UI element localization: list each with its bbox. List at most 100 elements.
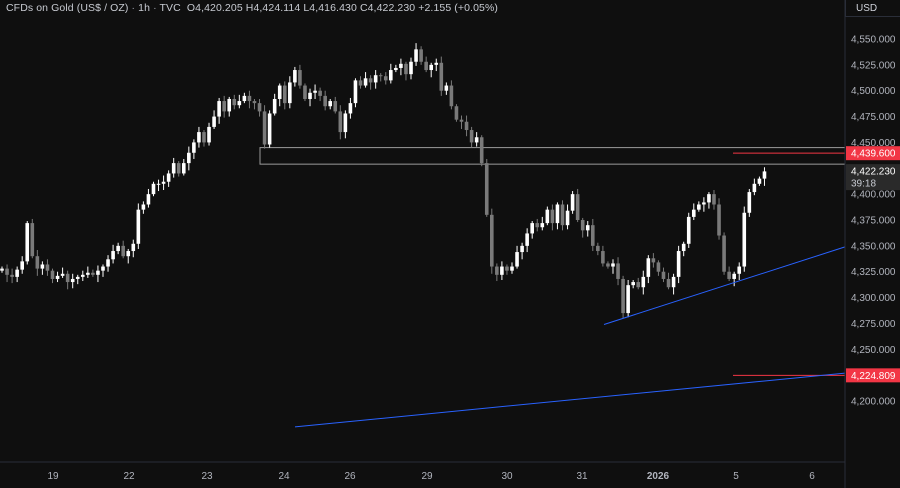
candle — [707, 192, 711, 209]
ohlc-low: L4,416.430 — [303, 2, 357, 14]
trendline-2[interactable] — [294, 372, 846, 428]
candle — [515, 245, 519, 269]
candle — [141, 201, 146, 214]
candle — [762, 167, 767, 186]
ohlc-open: O4,420.205 — [186, 2, 243, 14]
price-tick-label: 4,375.000 — [851, 216, 896, 227]
candle — [454, 104, 459, 122]
time-tick-label: 26 — [344, 471, 356, 482]
candle — [121, 240, 125, 259]
candle — [60, 267, 65, 278]
candle — [75, 274, 80, 285]
candle — [459, 115, 464, 129]
candle — [545, 206, 550, 226]
candle — [702, 197, 706, 212]
candle — [232, 94, 237, 110]
candle — [197, 126, 201, 148]
candle — [55, 271, 60, 283]
level-price-label-2: 4,224.809 — [846, 368, 900, 383]
candle — [343, 110, 348, 139]
candle — [237, 94, 242, 109]
candle — [757, 176, 762, 186]
candle — [298, 64, 302, 89]
trendline-1[interactable] — [603, 246, 846, 325]
candle — [525, 228, 529, 253]
candle — [439, 56, 444, 96]
candle — [424, 56, 428, 73]
candle — [313, 84, 317, 99]
candle — [131, 239, 136, 258]
candle — [626, 279, 630, 318]
timeframe[interactable]: 1h — [138, 2, 151, 14]
candle — [550, 204, 555, 231]
candle — [575, 188, 580, 223]
candle — [303, 83, 307, 102]
candle — [277, 83, 282, 107]
candle — [15, 266, 19, 283]
candle — [217, 97, 221, 124]
candle — [35, 249, 40, 276]
candle — [116, 242, 120, 255]
price-tick-label: 4,275.000 — [851, 319, 896, 330]
candle — [495, 263, 499, 282]
candle — [348, 97, 353, 119]
candle — [282, 81, 287, 110]
candle — [414, 43, 418, 66]
data-source: TVC — [159, 2, 181, 14]
candle — [202, 130, 206, 147]
candle — [156, 179, 161, 192]
candle — [267, 110, 272, 148]
candle — [146, 188, 151, 208]
drawing-lines[interactable] — [294, 152, 846, 428]
candle — [747, 188, 752, 217]
candle — [80, 270, 85, 282]
candle — [333, 96, 338, 114]
candle — [136, 203, 141, 249]
candle — [464, 115, 469, 137]
bar-countdown: 39:18 — [851, 179, 876, 190]
price-axis[interactable]: 4,550.000 4,525.000 4,500.000 4,475.000 4,45… — [851, 35, 896, 408]
price-change: +2.155 (+0.05%) — [418, 2, 498, 14]
candle — [611, 259, 615, 274]
candle — [737, 262, 742, 280]
candle — [318, 87, 322, 102]
candle — [70, 273, 75, 289]
candle — [45, 259, 50, 276]
candle — [409, 57, 413, 80]
candle — [732, 271, 736, 287]
candle — [681, 241, 686, 257]
candle — [338, 105, 343, 140]
candle — [434, 58, 439, 72]
candle — [489, 208, 494, 274]
candle — [404, 61, 408, 81]
candle — [207, 122, 211, 146]
time-tick-label: 5 — [733, 471, 739, 482]
symbol-name[interactable]: CFDs on Gold (US$ / OZ) — [6, 2, 129, 14]
candle — [636, 277, 641, 290]
chart-header: CFDs on Gold (US$ / OZ) · 1h · TVC O4,42… — [6, 2, 498, 14]
candle — [651, 253, 656, 268]
time-tick-label: 2026 — [647, 471, 670, 482]
candle — [293, 66, 297, 87]
candlestick-series — [0, 43, 767, 319]
candle — [161, 175, 166, 191]
candle — [565, 204, 570, 230]
candle — [373, 70, 378, 89]
candle — [65, 270, 70, 290]
candle — [717, 198, 721, 240]
candle — [0, 266, 4, 273]
candle — [222, 95, 226, 118]
candle — [505, 264, 509, 275]
candle — [5, 264, 9, 283]
currency-button[interactable]: USD — [845, 0, 900, 17]
time-tick-label: 22 — [123, 471, 135, 482]
candle — [429, 62, 434, 78]
candle — [101, 264, 105, 277]
candle — [474, 132, 479, 147]
ohlc-close: C4,422.230 — [359, 2, 416, 14]
time-axis[interactable]: 19 22 23 24 26 29 30 31 2026 5 6 — [47, 471, 815, 482]
candle — [686, 212, 691, 248]
candle — [192, 139, 196, 159]
